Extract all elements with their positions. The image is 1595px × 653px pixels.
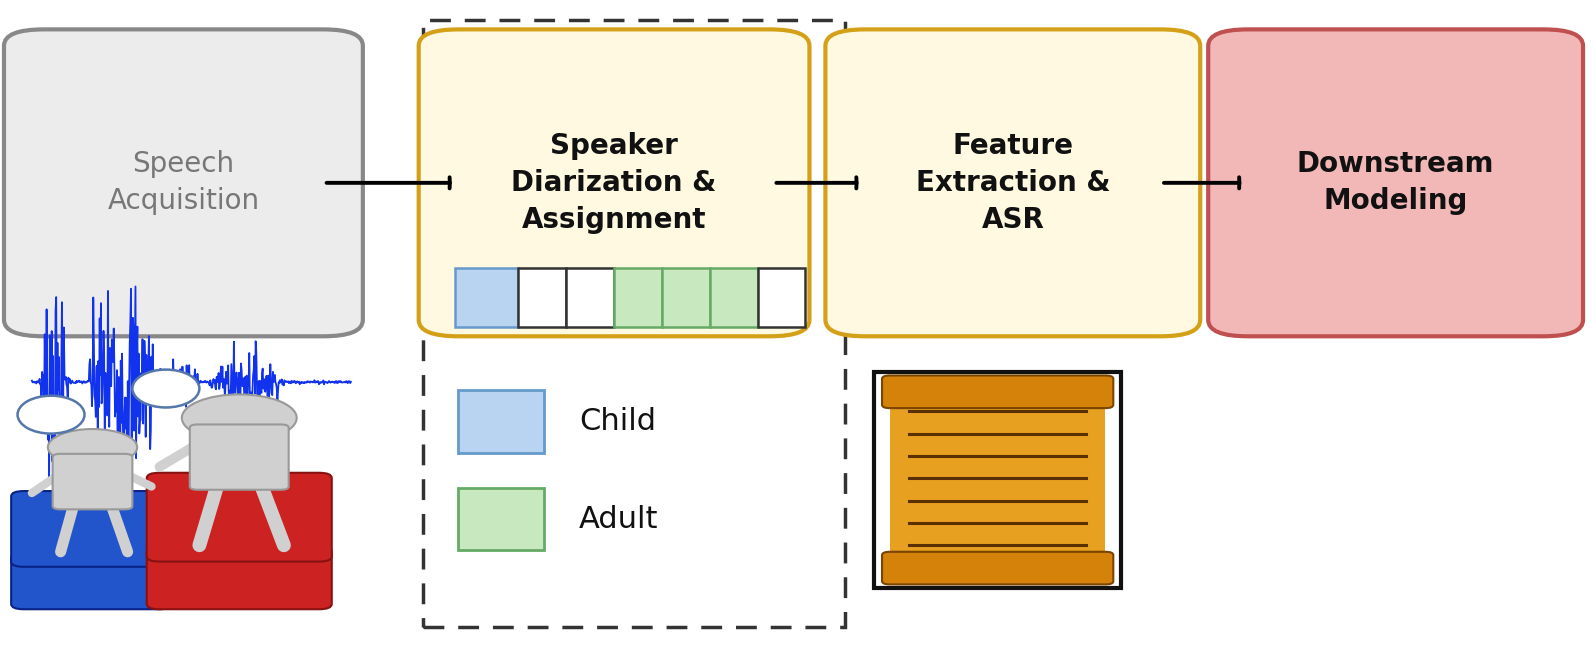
- FancyBboxPatch shape: [882, 552, 1113, 584]
- FancyBboxPatch shape: [11, 491, 172, 567]
- FancyBboxPatch shape: [147, 547, 332, 609]
- Bar: [890, 405, 1105, 555]
- Bar: [710, 268, 758, 326]
- FancyBboxPatch shape: [882, 375, 1113, 408]
- Text: Child: Child: [579, 407, 656, 436]
- FancyBboxPatch shape: [11, 553, 172, 609]
- Bar: [518, 268, 566, 326]
- Ellipse shape: [18, 396, 85, 434]
- Bar: [758, 268, 805, 326]
- FancyBboxPatch shape: [147, 473, 332, 562]
- Ellipse shape: [132, 370, 199, 407]
- FancyBboxPatch shape: [458, 390, 544, 453]
- Circle shape: [182, 394, 297, 441]
- Bar: [874, 372, 1121, 588]
- Text: Downstream
Modeling: Downstream Modeling: [1297, 150, 1495, 215]
- Text: Adult: Adult: [579, 505, 659, 534]
- FancyBboxPatch shape: [458, 488, 544, 550]
- Text: Feature
Extraction &
ASR: Feature Extraction & ASR: [916, 132, 1110, 234]
- FancyBboxPatch shape: [826, 29, 1201, 336]
- Text: Speaker
Diarization &
Assignment: Speaker Diarization & Assignment: [512, 132, 716, 234]
- Bar: [566, 268, 614, 326]
- FancyBboxPatch shape: [53, 454, 132, 509]
- Circle shape: [48, 429, 137, 466]
- Bar: [662, 268, 710, 326]
- FancyBboxPatch shape: [1209, 29, 1582, 336]
- Bar: [614, 268, 662, 326]
- Bar: [455, 268, 518, 326]
- FancyBboxPatch shape: [190, 424, 289, 490]
- FancyBboxPatch shape: [5, 29, 362, 336]
- FancyBboxPatch shape: [418, 29, 810, 336]
- Bar: [423, 20, 845, 627]
- Text: Speech
Acquisition: Speech Acquisition: [107, 150, 260, 215]
